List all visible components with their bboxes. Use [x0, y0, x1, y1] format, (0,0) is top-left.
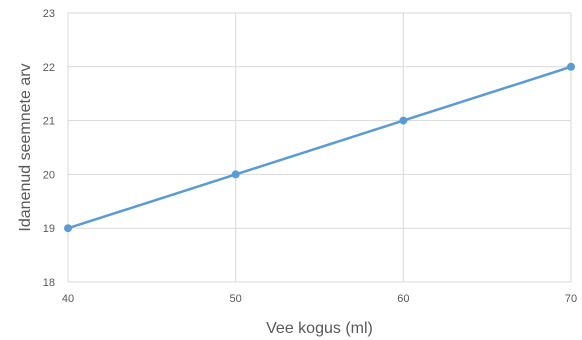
- data-point: [64, 224, 72, 233]
- y-tick-label: 18: [43, 277, 55, 289]
- x-axis-title: Vee kogus (ml): [266, 320, 373, 337]
- x-axis-ticks: 40 50 60 70: [62, 293, 577, 305]
- x-tick-label: 40: [62, 293, 74, 305]
- y-tick-label: 21: [43, 116, 55, 128]
- data-point: [231, 170, 240, 179]
- grid: [67, 12, 572, 283]
- y-tick-label: 20: [43, 169, 55, 181]
- x-tick-label: 50: [230, 293, 242, 305]
- x-tick-label: 60: [397, 293, 409, 305]
- y-tick-label: 23: [43, 8, 55, 20]
- y-axis-ticks: 18 19 20 21 22 23: [43, 8, 55, 289]
- x-tick-label: 70: [565, 293, 577, 305]
- data-point: [399, 116, 408, 125]
- y-axis-title: Idanenud seemnete arv: [17, 63, 34, 231]
- data-point: [567, 62, 575, 71]
- series-line: [66, 65, 573, 230]
- y-tick-label: 19: [43, 223, 55, 235]
- y-tick-label: 22: [43, 62, 55, 74]
- series-points: [64, 62, 575, 233]
